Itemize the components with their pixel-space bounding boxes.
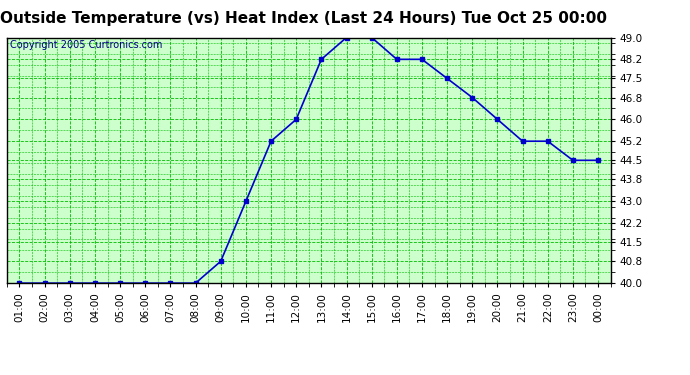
- Text: Copyright 2005 Curtronics.com: Copyright 2005 Curtronics.com: [10, 40, 162, 50]
- Text: Outside Temperature (vs) Heat Index (Last 24 Hours) Tue Oct 25 00:00: Outside Temperature (vs) Heat Index (Las…: [0, 11, 607, 26]
